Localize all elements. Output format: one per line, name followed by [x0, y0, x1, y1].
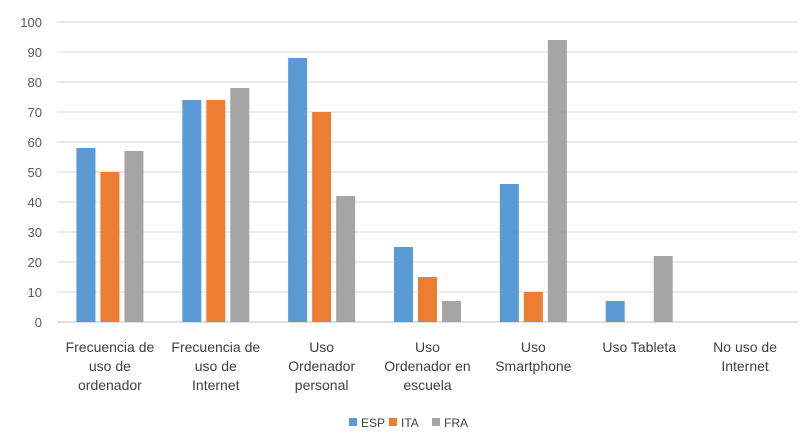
y-tick-label: 10: [28, 285, 42, 300]
bar-esp-4: [499, 184, 519, 322]
x-category-label-line: Uso: [415, 339, 440, 355]
bars: [76, 40, 673, 322]
x-category-label-line: escuela: [403, 377, 451, 393]
legend-swatch-fra: [432, 418, 440, 426]
y-tick-label: 90: [28, 45, 42, 60]
x-category-label-line: Ordenador en: [384, 358, 470, 374]
x-category-label: Uso Tableta: [602, 339, 676, 355]
y-tick-label: 20: [28, 255, 42, 270]
y-tick-label: 30: [28, 225, 42, 240]
x-category-label: Uso Ordenador en escuela: [384, 339, 470, 393]
x-category-label-line: Internet: [721, 358, 769, 374]
bar-fra-2: [336, 196, 356, 322]
x-category-label: Uso Ordenador personal: [288, 339, 355, 393]
bar-fra-5: [653, 256, 673, 322]
y-tick-label: 50: [28, 165, 42, 180]
bar-ita-0: [100, 172, 120, 322]
y-tick-label: 70: [28, 105, 42, 120]
bar-ita-1: [206, 100, 226, 322]
bar-esp-5: [605, 301, 625, 322]
legend-label-esp: ESP: [361, 416, 385, 430]
x-category-label-line: Uso Tableta: [602, 339, 676, 355]
y-tick-label: 0: [35, 315, 42, 330]
legend-label-ita: ITA: [401, 416, 419, 430]
legend-label-fra: FRA: [444, 416, 468, 430]
legend: ESP ITA FRA: [349, 416, 468, 430]
bar-fra-1: [230, 88, 250, 322]
bar-ita-2: [312, 112, 332, 322]
x-category-label: Frecuencia de uso de ordenador: [66, 339, 155, 393]
x-category-label-line: Uso: [309, 339, 334, 355]
legend-swatch-esp: [349, 418, 357, 426]
bar-fra-0: [124, 151, 144, 322]
y-axis-ticks: 0 10 20 30 40 50 60 70 80 90 100: [20, 15, 42, 330]
bar-esp-2: [288, 58, 308, 322]
x-category-label: Frecuencia de uso de Internet: [171, 339, 260, 393]
x-category-label: No uso de Internet: [713, 339, 777, 374]
x-category-label-line: Smartphone: [495, 358, 571, 374]
x-category-label: Uso Smartphone: [495, 339, 571, 374]
x-category-label-line: uso de: [195, 358, 237, 374]
x-category-label-line: Frecuencia de: [66, 339, 155, 355]
legend-swatch-ita: [389, 418, 397, 426]
y-tick-label: 100: [20, 15, 42, 30]
y-tick-label: 40: [28, 195, 42, 210]
bar-fra-4: [547, 40, 567, 322]
y-tick-label: 60: [28, 135, 42, 150]
x-category-label-line: Ordenador: [288, 358, 355, 374]
x-category-label-line: personal: [295, 377, 349, 393]
bar-fra-3: [442, 301, 461, 322]
x-category-label-line: Uso: [521, 339, 546, 355]
bar-ita-4: [523, 292, 543, 322]
bar-ita-3: [418, 277, 437, 322]
gridlines: [57, 21, 798, 323]
x-category-label-line: No uso de: [713, 339, 777, 355]
x-category-label-line: Internet: [192, 377, 240, 393]
bar-esp-1: [182, 100, 202, 322]
x-category-label-line: Frecuencia de: [171, 339, 260, 355]
bar-esp-3: [394, 247, 413, 322]
y-tick-label: 80: [28, 75, 42, 90]
x-category-label-line: ordenador: [78, 377, 142, 393]
bar-esp-0: [76, 148, 96, 322]
x-category-label-line: uso de: [89, 358, 131, 374]
